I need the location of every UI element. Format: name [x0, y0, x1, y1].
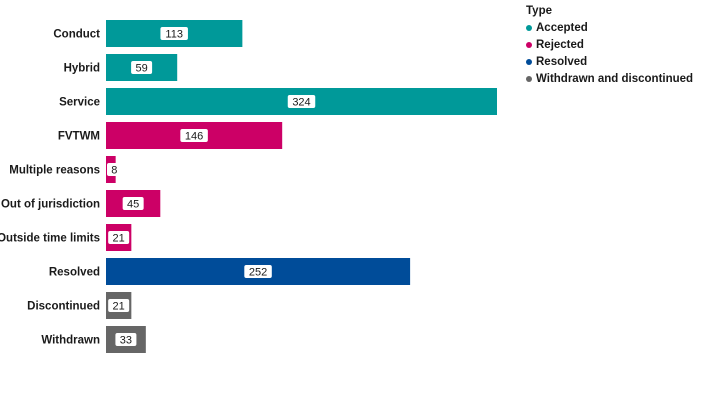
category-label-withdrawn: Withdrawn	[41, 335, 100, 347]
category-label-outside-time-limits: Outside time limits	[0, 233, 100, 245]
category-label-service: Service	[59, 97, 100, 109]
legend-marker-withdrawn-and-discontinued	[526, 75, 532, 82]
data-label-box-multiple-reasons	[107, 163, 122, 176]
data-label-outside-time-limits: 21	[113, 233, 125, 245]
legend-marker-rejected	[526, 41, 532, 48]
category-label-discontinued: Discontinued	[27, 301, 100, 313]
data-label-conduct: 113	[165, 29, 183, 41]
legend-label-rejected: Rejected	[536, 38, 584, 51]
data-label-hybrid: 59	[135, 63, 147, 75]
data-label-box-hybrid	[131, 61, 153, 74]
category-label-hybrid: Hybrid	[64, 63, 100, 75]
category-label-out-of-jurisdiction: Out of jurisdiction	[1, 199, 100, 211]
legend-label-withdrawn-and-discontinued: Withdrawn and discontinued	[536, 72, 694, 85]
data-label-multiple-reasons: 8	[111, 165, 117, 177]
data-label-box-service	[287, 95, 316, 108]
data-label-withdrawn: 33	[120, 335, 132, 347]
data-label-box-withdrawn	[115, 333, 137, 346]
legend-item-resolved: Resolved	[526, 53, 693, 70]
legend-item-accepted: Accepted	[526, 19, 693, 36]
legend-label-resolved: Resolved	[536, 55, 588, 68]
legend-marker-accepted	[526, 24, 532, 31]
data-label-resolved: 252	[249, 267, 267, 279]
category-label-fvtwm: FVTWM	[58, 131, 100, 143]
legend-item-rejected: Rejected	[526, 36, 693, 53]
legend-marker-resolved	[526, 58, 532, 65]
data-label-box-fvtwm	[180, 129, 208, 142]
data-label-box-conduct	[160, 27, 188, 40]
data-label-out-of-jurisdiction: 45	[127, 199, 139, 211]
legend-title: Type	[526, 5, 552, 17]
data-label-box-outside-time-limits	[108, 231, 130, 244]
data-label-discontinued: 21	[113, 301, 125, 313]
category-label-multiple-reasons: Multiple reasons	[9, 165, 100, 177]
data-label-box-resolved	[244, 265, 272, 278]
data-label-box-discontinued	[108, 299, 130, 312]
legend-label-accepted: Accepted	[536, 21, 588, 34]
data-label-box-out-of-jurisdiction	[122, 197, 144, 210]
category-label-resolved: Resolved	[49, 267, 100, 279]
category-label-conduct: Conduct	[53, 29, 100, 41]
data-label-service: 324	[292, 97, 310, 109]
data-label-fvtwm: 146	[185, 131, 203, 143]
legend: Type Accepted Rejected Resolved Withdraw…	[526, 5, 693, 87]
legend-item-withdrawn-and-discontinued: Withdrawn and discontinued	[526, 70, 693, 87]
